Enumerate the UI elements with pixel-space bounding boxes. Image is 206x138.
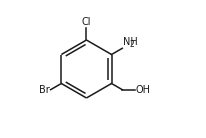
Text: NH: NH: [123, 37, 138, 47]
Text: OH: OH: [135, 85, 150, 95]
Text: Cl: Cl: [82, 17, 91, 27]
Text: 2: 2: [129, 40, 134, 49]
Text: Br: Br: [39, 85, 50, 95]
